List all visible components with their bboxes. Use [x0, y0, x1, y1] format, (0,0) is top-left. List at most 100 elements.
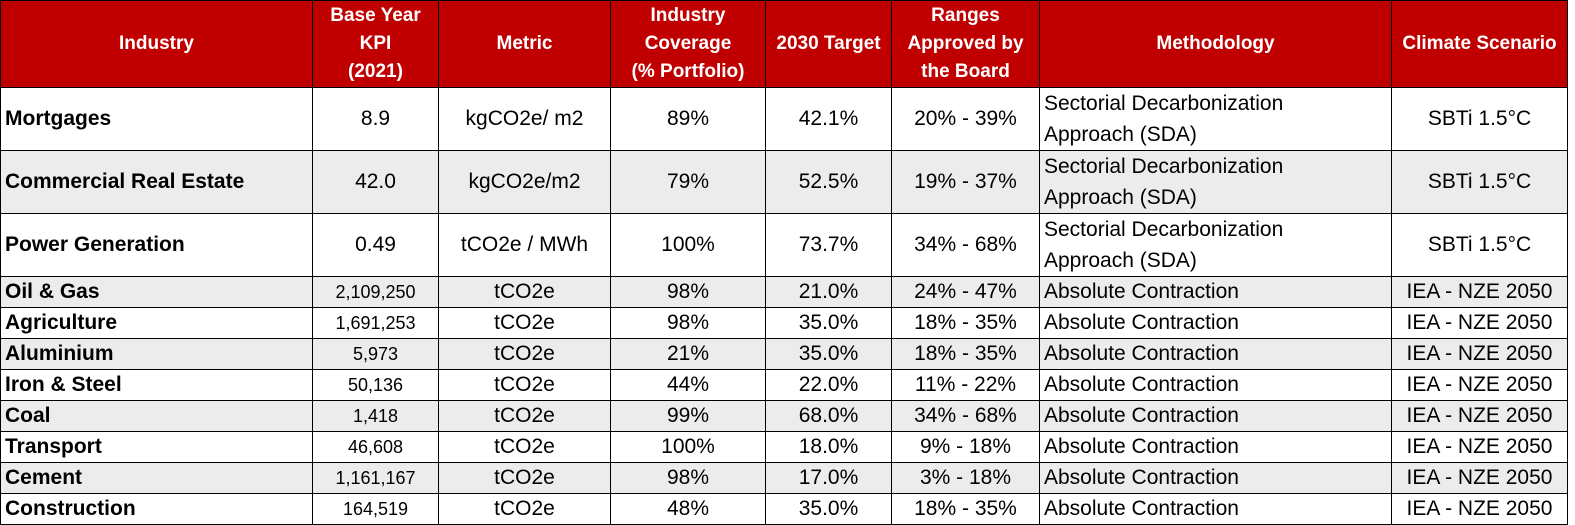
scenario-cell: SBTi 1.5°C [1391, 87, 1568, 151]
table-row: Mortgages 8.9 kgCO2e/ m2 89% 42.1% 20% -… [0, 87, 1568, 151]
methodology-cell: Sectorial Decarbonization Approach (SDA) [1039, 150, 1392, 214]
industry-cell: Commercial Real Estate [0, 150, 313, 214]
methodology-line: Sectorial Decarbonization [1044, 92, 1284, 115]
table-row: Construction 164,519 tCO2e 48% 35.0% 18%… [0, 493, 1568, 525]
methodology-cell: Absolute Contraction [1039, 431, 1392, 463]
methodology-cell: Absolute Contraction [1039, 462, 1392, 494]
table-header: Industry Base Year KPI (2021) Metric Ind… [0, 0, 1568, 88]
scenario-cell: IEA - NZE 2050 [1391, 493, 1568, 525]
methodology-cell: Absolute Contraction [1039, 307, 1392, 339]
base-kpi-cell: 164,519 [312, 493, 439, 525]
ranges-cell: 11% - 22% [891, 369, 1040, 401]
ranges-cell: 18% - 35% [891, 338, 1040, 370]
industry-cell: Power Generation [0, 213, 313, 277]
header-line: Ranges [931, 5, 1000, 26]
ranges-cell: 9% - 18% [891, 431, 1040, 463]
coverage-cell: 79% [610, 150, 766, 214]
scenario-cell: SBTi 1.5°C [1391, 150, 1568, 214]
ranges-cell: 18% - 35% [891, 493, 1040, 525]
base-kpi-cell: 5,973 [312, 338, 439, 370]
industry-cell: Construction [0, 493, 313, 525]
industry-cell: Aluminium [0, 338, 313, 370]
coverage-cell: 48% [610, 493, 766, 525]
target-cell: 73.7% [765, 213, 892, 277]
base-kpi-cell: 1,691,253 [312, 307, 439, 339]
metric-cell: tCO2e [438, 493, 611, 525]
base-kpi-cell: 1,161,167 [312, 462, 439, 494]
ranges-cell: 24% - 47% [891, 276, 1040, 308]
header-methodology: Methodology [1039, 0, 1392, 88]
coverage-cell: 100% [610, 213, 766, 277]
table-row: Power Generation 0.49 tCO2e / MWh 100% 7… [0, 213, 1568, 277]
metric-cell: tCO2e [438, 369, 611, 401]
scenario-cell: IEA - NZE 2050 [1391, 307, 1568, 339]
ranges-cell: 34% - 68% [891, 400, 1040, 432]
target-cell: 42.1% [765, 87, 892, 151]
target-cell: 21.0% [765, 276, 892, 308]
methodology-cell: Absolute Contraction [1039, 338, 1392, 370]
header-row: Industry Base Year KPI (2021) Metric Ind… [0, 0, 1568, 88]
header-2030-target: 2030 Target [765, 0, 892, 88]
header-line: the Board [921, 61, 1010, 82]
industry-cell: Iron & Steel [0, 369, 313, 401]
metric-cell: kgCO2e/m2 [438, 150, 611, 214]
table-row: Cement 1,161,167 tCO2e 98% 17.0% 3% - 18… [0, 462, 1568, 494]
ranges-cell: 20% - 39% [891, 87, 1040, 151]
metric-cell: tCO2e [438, 431, 611, 463]
ranges-cell: 19% - 37% [891, 150, 1040, 214]
header-climate-scenario: Climate Scenario [1391, 0, 1568, 88]
industry-cell: Agriculture [0, 307, 313, 339]
table-row: Agriculture 1,691,253 tCO2e 98% 35.0% 18… [0, 307, 1568, 339]
scenario-cell: IEA - NZE 2050 [1391, 462, 1568, 494]
methodology-line: Approach (SDA) [1044, 249, 1197, 272]
base-kpi-cell: 42.0 [312, 150, 439, 214]
metric-cell: tCO2e [438, 400, 611, 432]
base-kpi-cell: 46,608 [312, 431, 439, 463]
coverage-cell: 44% [610, 369, 766, 401]
header-line: (2021) [348, 61, 403, 82]
coverage-cell: 99% [610, 400, 766, 432]
table-row: Oil & Gas 2,109,250 tCO2e 98% 21.0% 24% … [0, 276, 1568, 308]
industry-cell: Oil & Gas [0, 276, 313, 308]
base-kpi-cell: 50,136 [312, 369, 439, 401]
target-cell: 22.0% [765, 369, 892, 401]
header-line: KPI [359, 33, 392, 54]
industry-cell: Mortgages [0, 87, 313, 151]
target-cell: 35.0% [765, 338, 892, 370]
scenario-cell: IEA - NZE 2050 [1391, 431, 1568, 463]
header-line: (% Portfolio) [631, 61, 745, 82]
ranges-cell: 18% - 35% [891, 307, 1040, 339]
target-cell: 68.0% [765, 400, 892, 432]
scenario-cell: IEA - NZE 2050 [1391, 338, 1568, 370]
target-cell: 17.0% [765, 462, 892, 494]
scenario-cell: IEA - NZE 2050 [1391, 369, 1568, 401]
header-ranges-approved: Ranges Approved by the Board [891, 0, 1040, 88]
metric-cell: tCO2e / MWh [438, 213, 611, 277]
table-row: Transport 46,608 tCO2e 100% 18.0% 9% - 1… [0, 431, 1568, 463]
header-line: Industry [650, 5, 726, 26]
header-line: Approved by [907, 33, 1024, 54]
industry-cell: Transport [0, 431, 313, 463]
table-row: Iron & Steel 50,136 tCO2e 44% 22.0% 11% … [0, 369, 1568, 401]
methodology-cell: Absolute Contraction [1039, 493, 1392, 525]
coverage-cell: 100% [610, 431, 766, 463]
scenario-cell: IEA - NZE 2050 [1391, 276, 1568, 308]
header-line: Base Year [330, 5, 421, 26]
base-kpi-cell: 2,109,250 [312, 276, 439, 308]
methodology-cell: Absolute Contraction [1039, 400, 1392, 432]
metric-cell: tCO2e [438, 276, 611, 308]
ranges-cell: 34% - 68% [891, 213, 1040, 277]
header-base-year-kpi: Base Year KPI (2021) [312, 0, 439, 88]
methodology-cell: Sectorial Decarbonization Approach (SDA) [1039, 87, 1392, 151]
base-kpi-cell: 8.9 [312, 87, 439, 151]
target-cell: 35.0% [765, 307, 892, 339]
base-kpi-cell: 1,418 [312, 400, 439, 432]
header-industry: Industry [0, 0, 313, 88]
coverage-cell: 98% [610, 276, 766, 308]
table-body: Mortgages 8.9 kgCO2e/ m2 89% 42.1% 20% -… [0, 87, 1568, 525]
coverage-cell: 89% [610, 87, 766, 151]
methodology-cell: Sectorial Decarbonization Approach (SDA) [1039, 213, 1392, 277]
table-row: Commercial Real Estate 42.0 kgCO2e/m2 79… [0, 150, 1568, 214]
target-cell: 52.5% [765, 150, 892, 214]
